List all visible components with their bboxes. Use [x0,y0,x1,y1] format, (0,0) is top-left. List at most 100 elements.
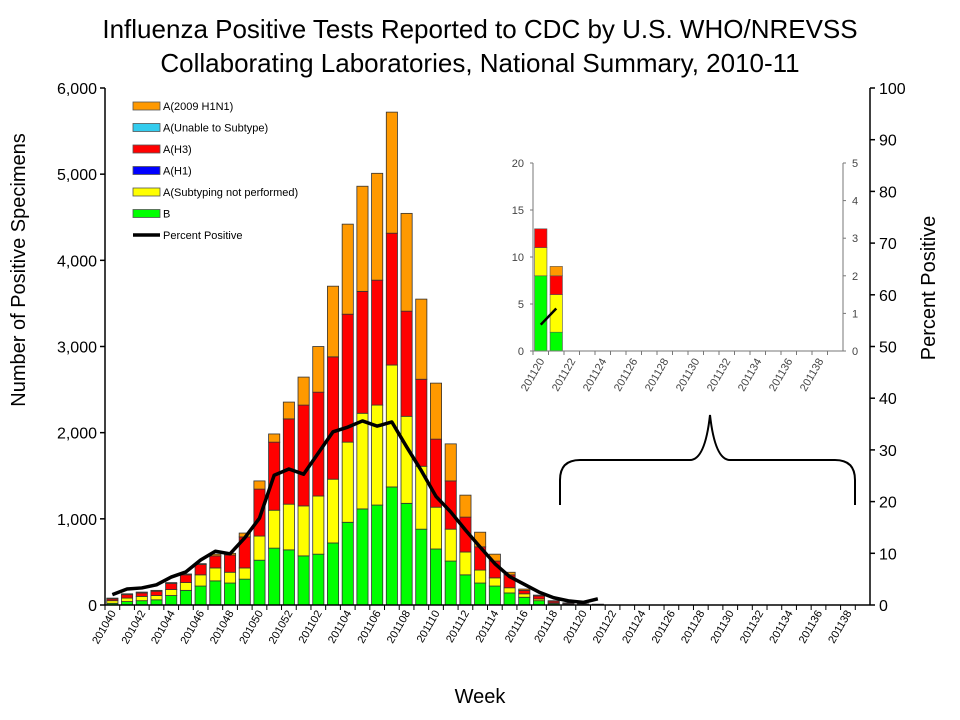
bar-segment [150,589,163,592]
bar-segment [282,549,295,606]
inset-bar-segment [534,228,548,248]
inset-y-tick-label: 20 [512,158,524,170]
legend-item: A(Unable to Subtype) [132,123,268,135]
inset-y2-tick-label: 2 [852,271,858,283]
bar-segment [474,582,487,606]
bar-segment [106,597,119,600]
bar-segment [415,528,428,606]
bar-segment [400,415,413,504]
percent-positive-line [111,419,599,605]
bar-segment [444,443,457,482]
bar-segment [459,551,472,576]
x-tick-label: 201134 [767,609,795,646]
inset-x-tick-label: 201132 [705,357,733,394]
x-tick-label: 201052 [267,609,296,647]
bar-segment [253,488,266,537]
bar-segment [415,298,428,380]
bar-segment [400,310,413,417]
inset-bar-segment [549,275,563,295]
bar-segment [341,441,354,523]
x-tick-label: 201044 [149,609,178,647]
inset-x-tick-label: 201120 [519,357,547,394]
bar-segment [253,480,266,490]
y2-tick-label: 80 [879,184,897,201]
bar-segment [209,555,222,569]
bar-segment [268,509,281,549]
bar-segment [297,505,310,557]
bar-segment [282,503,295,551]
inset-y-tick-label: 15 [512,205,524,217]
bar-segment [400,212,413,312]
bar-segment [327,356,340,480]
bar-segment [488,577,501,587]
x-tick-label: 201132 [738,609,766,646]
bar-segment [194,564,207,576]
bar-segment [444,480,457,530]
legend-item: A(H3) [132,144,192,156]
inset-bracket [559,414,856,505]
bar-segment [518,596,531,606]
inset-y-tick-label: 5 [518,299,524,311]
x-tick-label: 201050 [237,609,266,647]
x-tick-label: 201116 [503,609,531,645]
bar-segment [430,548,442,606]
legend-label: B [163,209,170,221]
bar-segment [356,185,369,292]
bar-segment [459,494,472,518]
x-tick-label: 201102 [297,609,325,646]
bar-segment [253,559,266,606]
bar-segment [341,223,354,315]
bar-segment [356,412,369,510]
bar-segment [444,560,457,606]
legend-label: A(H3) [163,144,192,156]
x-tick-label: 201046 [178,609,207,647]
bar-segment [356,290,369,414]
chart-title-line-2: Collaborating Laboratories, National Sum… [160,48,799,78]
y-tick-label: 1,000 [57,512,97,529]
bar-segment [415,378,428,467]
bar-segment [165,589,178,596]
legend-swatch [132,101,161,111]
legend-swatch [132,166,161,175]
bar-segment [327,285,340,358]
bar-segment [121,597,134,602]
x-tick-label: 201136 [797,609,825,646]
y2-tick-label: 0 [879,598,888,615]
y2-tick-label: 30 [879,443,897,460]
x-tick-label: 201130 [709,609,737,646]
bar-segment [165,595,178,606]
bar-segment [297,376,310,406]
y2-tick-label: 60 [879,288,897,305]
y2-tick-label: 90 [879,133,897,150]
bar-segment [503,592,516,606]
x-tick-label: 201110 [415,609,443,645]
y-tick-label: 3,000 [57,340,97,357]
bar-segment [312,391,325,497]
inset-bar-segment [534,275,548,352]
legend-label: A(Unable to Subtype) [163,123,268,135]
bar-segment [400,502,413,606]
inset-x-tick-label: 201134 [736,357,764,394]
y-tick-label: 2,000 [57,426,97,443]
x-axis-label: Week [455,686,507,708]
bar-segment [238,578,251,606]
x-tick-label: 201120 [561,609,589,646]
inset-percent-positive-line [539,307,558,326]
bar-segment [371,504,384,606]
legend-item: A(Subtyping not performed) [132,187,298,199]
inset-x-tick-label: 201130 [674,357,702,394]
legend-item: A(2009 H1N1) [132,101,233,113]
inset-x-tick-label: 201122 [550,357,578,394]
bar-segment [444,528,457,562]
bar-segment [179,582,192,591]
bar-segment [297,555,310,606]
bar-segment [209,567,222,582]
x-tick-label: 201042 [120,609,149,647]
bar-segment [165,583,178,590]
bar-segment [268,433,281,443]
bar-segment [297,404,310,507]
bar-segment [371,172,384,281]
inset-x-tick-label: 201128 [643,357,671,394]
bar-segment [282,401,295,420]
x-tick-label: 201122 [591,609,619,646]
